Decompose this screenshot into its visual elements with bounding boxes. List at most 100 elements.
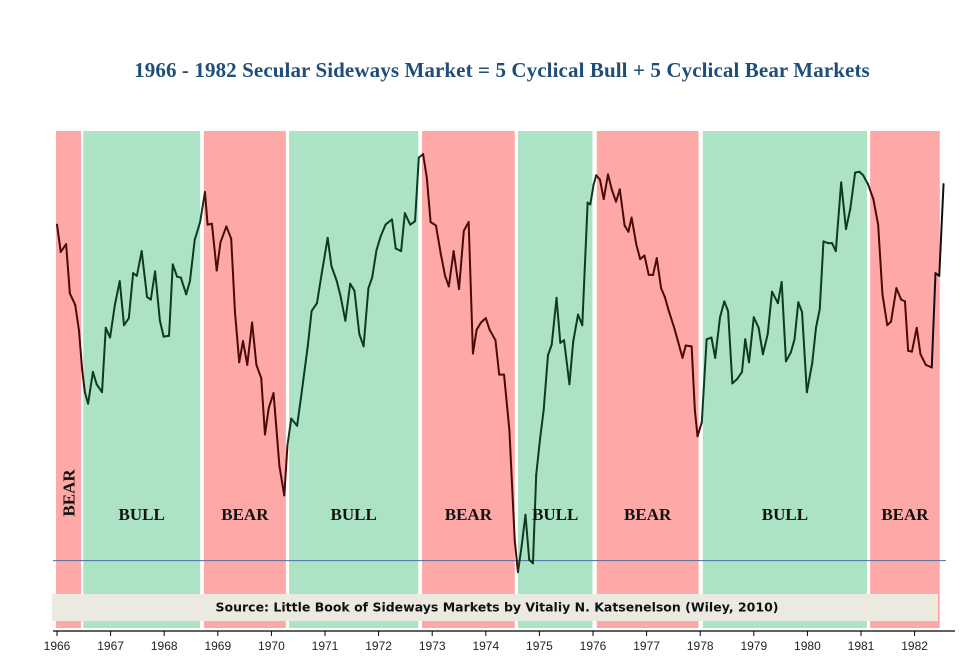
series-segment [589, 183, 595, 206]
x-tick-label: 1980 [794, 639, 821, 653]
series-segment [425, 176, 432, 224]
series-segment [667, 309, 675, 328]
series-segment [508, 429, 516, 542]
x-tick-label: 1970 [258, 639, 285, 653]
series-segment [471, 328, 478, 355]
series-segment [475, 321, 482, 331]
series-segment [230, 237, 236, 313]
series-segment [652, 257, 658, 276]
series-segment [272, 392, 281, 468]
regime-band-bear [203, 131, 286, 628]
series-segment [938, 183, 945, 277]
x-tick-label: 1969 [204, 639, 231, 653]
series-segment [503, 373, 511, 432]
regime-label-bear: BEAR [881, 505, 929, 524]
regime-band-bear [870, 131, 940, 628]
series-segment [655, 257, 663, 290]
series-segment [811, 326, 817, 365]
series-segment [862, 174, 869, 186]
series-segment [77, 329, 84, 372]
series-segment [315, 272, 323, 305]
series-segment [524, 513, 531, 561]
series-segment [458, 229, 465, 291]
series-segment [422, 153, 428, 179]
series-segment [267, 392, 275, 410]
series-segment [344, 282, 352, 322]
series-segment [233, 310, 241, 364]
series-segment [872, 198, 880, 226]
series-segment [814, 308, 821, 329]
series-segment [693, 408, 699, 438]
series-segment [283, 444, 289, 497]
series-segment [154, 270, 161, 322]
series-segment [286, 417, 293, 447]
source-box [52, 594, 938, 621]
series-segment [484, 317, 491, 331]
series-segment [801, 310, 808, 394]
series-segment [849, 171, 857, 210]
series-segment [752, 316, 760, 329]
series-segment [439, 252, 447, 277]
series-segment [109, 303, 116, 339]
x-axis-ticks: 1966 1967 1968 1969 1970 1971 1972 1973 1974 1975… [44, 631, 928, 653]
series-segment [238, 340, 244, 364]
series-segment [158, 319, 165, 338]
x-tick-label: 1975 [526, 639, 553, 653]
series-segment [91, 370, 98, 386]
series-segment [188, 238, 196, 283]
series-segment [747, 316, 755, 364]
series-segment [572, 313, 579, 343]
price-lines [56, 153, 945, 574]
x-tick-label: 1971 [312, 639, 339, 653]
series-segment [403, 212, 412, 226]
series-segment [663, 295, 670, 312]
series-segment [320, 236, 329, 275]
series-segment [727, 310, 734, 385]
x-tick-label: 1978 [687, 639, 714, 653]
series-segment [930, 272, 937, 369]
regime-band-bull [83, 131, 201, 628]
series-segment [203, 191, 209, 226]
series-segment [140, 250, 149, 298]
regime-label-bear: BEAR [221, 505, 269, 524]
series-segment [123, 317, 130, 327]
x-tick-label: 1968 [151, 639, 178, 653]
series-segment [447, 250, 455, 288]
series-segment [371, 249, 378, 279]
series-segment [185, 280, 191, 296]
regime-label-bear: BEAR [624, 505, 672, 524]
series-segment [429, 221, 437, 227]
series-segment [179, 276, 188, 296]
regime-label-bull: BULL [532, 505, 578, 524]
series-segment [299, 344, 309, 400]
series-segment [215, 241, 222, 272]
series-segment [635, 243, 642, 261]
regime-label-bear: BEAR [445, 505, 493, 524]
source-note: Source: Little Book of Sideways Markets … [52, 594, 938, 621]
series-segment [741, 338, 747, 373]
series-segment [56, 223, 62, 254]
series-segment [805, 362, 814, 394]
series-segment [494, 339, 501, 376]
regime-band-bear [596, 131, 699, 628]
series-segment [118, 280, 125, 327]
series-segment [915, 326, 922, 356]
series-segment [598, 178, 605, 201]
x-tick-label: 1979 [740, 639, 767, 653]
regime-band-bull [517, 131, 593, 628]
series-segment [65, 243, 71, 295]
series-segment [555, 296, 562, 344]
series-segment [391, 218, 397, 250]
series-segment [113, 280, 121, 306]
x-tick-label: 1974 [472, 639, 499, 653]
series-segment [488, 328, 497, 342]
series-segment [546, 343, 553, 357]
series-segment [278, 465, 286, 497]
chart-title: 1966 - 1982 Secular Sideways Market = 5 … [134, 58, 870, 82]
x-tick-label: 1976 [580, 639, 607, 653]
regime-label-bull: BULL [762, 505, 808, 524]
series-segment [199, 191, 206, 224]
series-segment [306, 310, 313, 347]
series-segment [714, 316, 722, 359]
